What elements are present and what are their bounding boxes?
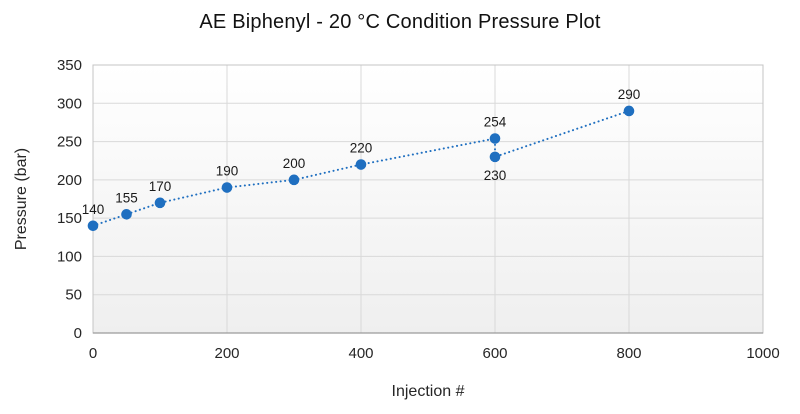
data-point-marker: [87, 220, 99, 232]
data-point-label: 230: [484, 168, 507, 183]
data-point-marker: [121, 209, 132, 220]
plot-area-fill: [93, 65, 763, 333]
data-point-label: 170: [149, 179, 172, 194]
data-point-label: 254: [484, 115, 507, 130]
y-tick-label: 150: [57, 210, 82, 227]
plot-border: [92, 64, 764, 334]
y-tick-label: 250: [57, 134, 82, 151]
data-point-label: 200: [283, 156, 306, 171]
data-point-label: 220: [350, 141, 373, 156]
data-point-marker: [288, 174, 300, 186]
plot-area: [93, 65, 763, 333]
data-point-label: 290: [618, 87, 641, 102]
data-point-marker: [355, 159, 367, 170]
x-tick-label: 600: [482, 345, 507, 362]
data-point-marker: [154, 197, 166, 209]
data-point-label: 190: [216, 164, 239, 179]
x-axis-title: Injection #: [392, 383, 465, 400]
tick-labels: 0 50 100 150 200 250 300 350 0 200 400 600 800 1000: [57, 57, 780, 362]
x-tick-label: 400: [348, 345, 373, 362]
x-tick-label: 0: [89, 345, 97, 362]
data-series: 140 155 170 190 200 220 254 230 290: [82, 87, 641, 232]
y-tick-label: 350: [57, 57, 82, 74]
data-point-marker: [623, 105, 635, 117]
data-point-marker: [489, 133, 501, 144]
data-point-label: 140: [82, 202, 105, 217]
data-point-label: 155: [115, 190, 138, 205]
y-tick-label: 0: [74, 325, 82, 342]
y-tick-label: 100: [57, 248, 82, 265]
chart-title: AE Biphenyl - 20 °C Condition Pressure P…: [199, 11, 601, 33]
y-tick-label: 200: [57, 172, 82, 189]
y-tick-label: 300: [57, 95, 82, 112]
x-tick-label: 800: [616, 345, 641, 362]
y-axis-title: Pressure (bar): [13, 148, 30, 250]
x-tick-label: 200: [214, 345, 239, 362]
data-point-marker: [221, 182, 233, 193]
data-point-marker: [489, 151, 501, 163]
x-tick-label: 1000: [746, 345, 779, 362]
y-tick-label: 50: [65, 287, 82, 304]
